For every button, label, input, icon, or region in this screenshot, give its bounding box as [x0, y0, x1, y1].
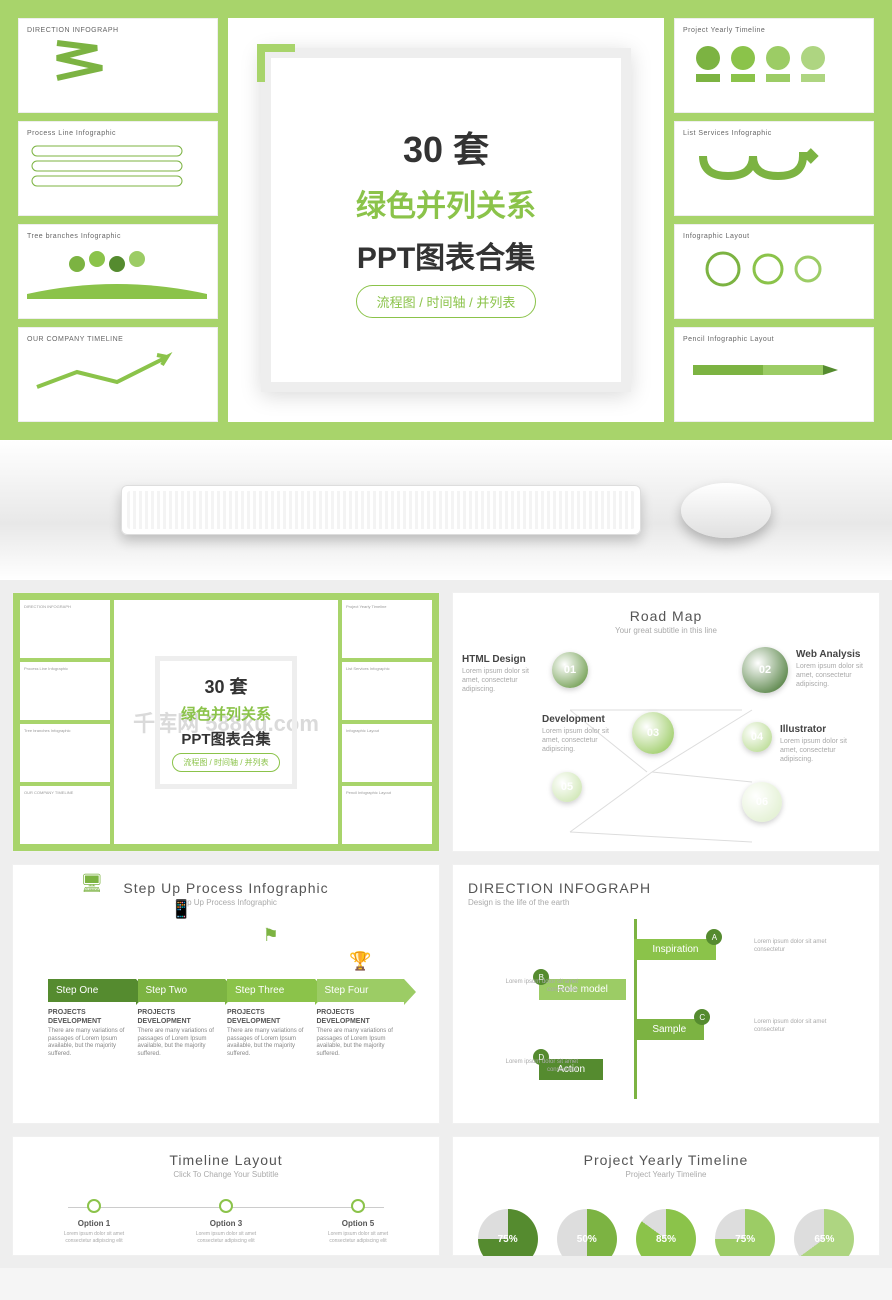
hero-cover: DIRECTION INFOGRAPH Process Line Infogra…: [0, 0, 892, 440]
slide-stepup: Step Up Process Infographic Step Up Proc…: [12, 864, 440, 1124]
direction-subtitle: Design is the life of the earth: [468, 898, 864, 907]
slide-direction: DIRECTION INFOGRAPH Design is the life o…: [452, 864, 880, 1124]
thumb-process: Process Line Infographic: [18, 121, 218, 216]
thumb-company-timeline: OUR COMPANY TIMELINE: [18, 327, 218, 422]
thumb-tree: Tree branches Infographic: [18, 224, 218, 319]
roadmap-node: 04: [742, 722, 772, 752]
hero-number: 30 套: [403, 121, 489, 173]
slides-grid: 千库网 588ku.com DIRECTION INFOGRAPH Proces…: [0, 580, 892, 1268]
step-icon: 🏆: [349, 951, 371, 972]
step-item: 📱 Step Two.step:nth-child(2) .step-bar::…: [138, 927, 226, 1059]
thumb-infographic-layout: Infographic Layout: [674, 224, 874, 319]
timeline-subtitle: Click To Change Your Subtitle: [28, 1170, 424, 1179]
thumb-pencil: Pencil Infographic Layout: [674, 327, 874, 422]
signpost-desc: Lorem ipsum dolor sit amet consectetur: [478, 979, 578, 995]
roadmap-node: 03: [632, 712, 674, 754]
timeline-option: Option 3Lorem ipsum dolor sit amet conse…: [191, 1199, 261, 1244]
signpost-desc: Lorem ipsum dolor sit amet consectetur: [478, 1059, 578, 1075]
step-item: 🖥 Step One.step:nth-child(1) .step-bar::…: [48, 901, 136, 1059]
step-item: ⚑ Step Three.step:nth-child(3) .step-bar…: [227, 953, 315, 1059]
yearly-title: Project Yearly Timeline: [468, 1152, 864, 1168]
step-icon: 🖥: [80, 873, 103, 894]
thumb-list-services: List Services Infographic: [674, 121, 874, 216]
hero-right-column: Project Yearly Timeline List Services In…: [674, 18, 874, 422]
thumb-yearly: Project Yearly Timeline: [674, 18, 874, 113]
hero-title-black: PPT图表合集: [357, 233, 535, 277]
step-icon: 📱: [170, 899, 192, 920]
thumb-direction: DIRECTION INFOGRAPH: [18, 18, 218, 113]
signpost-desc: Lorem ipsum dolor sit amet consectetur: [754, 939, 854, 955]
roadmap-node: 06: [742, 782, 782, 822]
roadmap-node: 02: [742, 647, 788, 693]
direction-title: DIRECTION INFOGRAPH: [468, 880, 864, 896]
roadmap-node: 01: [552, 652, 588, 688]
slide-roadmap: Road Map Your great subtitle in this lin…: [452, 592, 880, 852]
signpost-desc: Lorem ipsum dolor sit amet consectetur: [754, 1019, 854, 1035]
mouse-icon: [681, 483, 771, 538]
pie-chart: 50%: [557, 1209, 617, 1256]
signpost-sign: InspirationA: [634, 939, 716, 960]
pie-chart: 85%: [636, 1209, 696, 1256]
hero-title-green: 绿色并列关系: [356, 181, 536, 225]
slide-yearly: Project Yearly Timeline Project Yearly T…: [452, 1136, 880, 1256]
step-item: 🏆 Step Four.step:nth-child(4) .step-bar:…: [317, 979, 405, 1059]
timeline-option: Option 1Lorem ipsum dolor sit amet conse…: [59, 1199, 129, 1244]
hero-pill: 流程图 / 时间轴 / 并列表: [356, 285, 537, 318]
roadmap-label: DevelopmentLorem ipsum dolor sit amet, c…: [542, 714, 627, 754]
pie-chart: 75%: [715, 1209, 775, 1256]
hero-left-column: DIRECTION INFOGRAPH Process Line Infogra…: [18, 18, 218, 422]
slide-mini-cover: 千库网 588ku.com DIRECTION INFOGRAPH Proces…: [12, 592, 440, 852]
timeline-title: Timeline Layout: [28, 1152, 424, 1168]
keyboard-icon: [121, 485, 641, 535]
roadmap-title: Road Map: [468, 608, 864, 624]
roadmap-node: 05: [552, 772, 582, 802]
hero-center: 30 套 绿色并列关系 PPT图表合集 流程图 / 时间轴 / 并列表: [228, 18, 664, 422]
slide-timeline: Timeline Layout Click To Change Your Sub…: [12, 1136, 440, 1256]
roadmap-label: IllustratorLorem ipsum dolor sit amet, c…: [780, 724, 865, 764]
pie-chart: 75%: [478, 1209, 538, 1256]
step-icon: ⚑: [263, 925, 279, 946]
page: DIRECTION INFOGRAPH Process Line Infogra…: [0, 0, 892, 1268]
pie-chart: 65%: [794, 1209, 854, 1256]
yearly-subtitle: Project Yearly Timeline: [468, 1170, 864, 1179]
signpost-sign: SampleC: [634, 1019, 704, 1040]
desk-scene: [0, 440, 892, 580]
roadmap-label: HTML DesignLorem ipsum dolor sit amet, c…: [462, 654, 547, 694]
timeline-option: Option 5Lorem ipsum dolor sit amet conse…: [323, 1199, 393, 1244]
roadmap-label: Web AnalysisLorem ipsum dolor sit amet, …: [796, 649, 880, 689]
